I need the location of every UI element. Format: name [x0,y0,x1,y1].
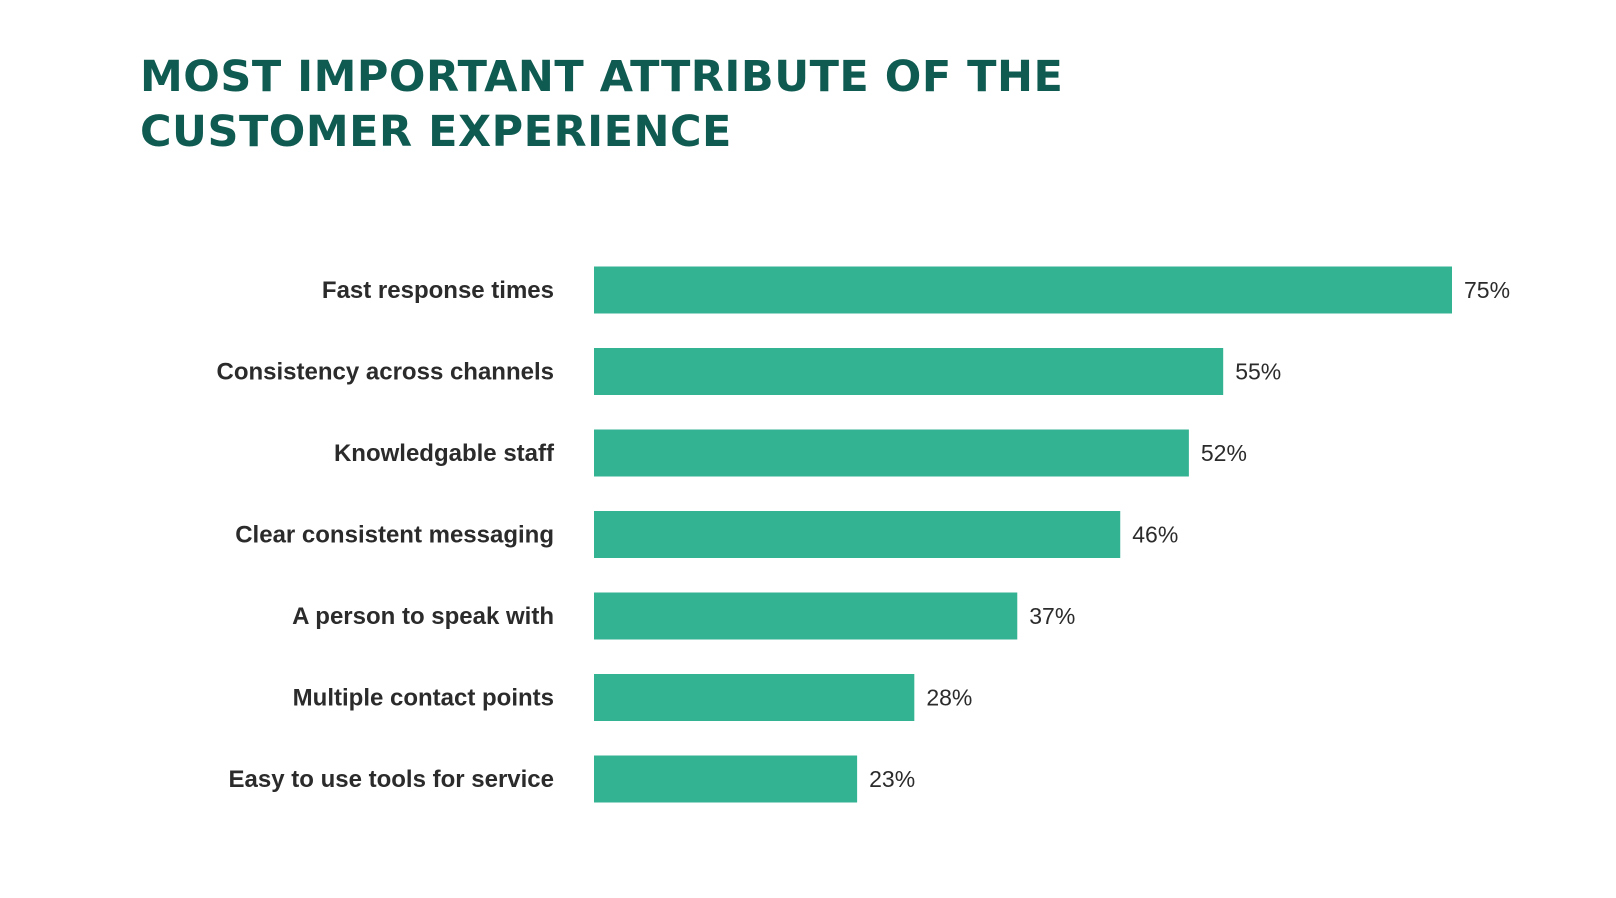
bar [594,348,1224,395]
value-label: 52% [1201,440,1247,466]
category-label: Multiple contact points [293,685,554,712]
category-label: Knowledgable staff [334,440,555,467]
value-label: 28% [926,685,972,711]
category-label: Easy to use tools for service [229,766,554,793]
bar [594,429,1189,477]
chart-title-line-1: MOST IMPORTANT ATTRIBUTE OF THE [140,52,1064,102]
category-label: Clear consistent messaging [235,522,554,549]
bar [594,674,915,721]
bar [594,266,1452,314]
value-label: 37% [1029,603,1075,629]
bar [594,755,858,803]
chart-title: MOST IMPORTANT ATTRIBUTE OF THE CUSTOMER… [140,50,1140,160]
bar [594,511,1121,558]
category-label: Consistency across channels [217,359,554,386]
chart-title-line-2: CUSTOMER EXPERIENCE [140,107,732,157]
value-label: 23% [869,766,915,792]
value-label: 75% [1464,277,1510,303]
bar [594,592,1018,640]
value-label: 55% [1235,359,1281,385]
category-label: Fast response times [322,277,554,304]
value-label: 46% [1132,522,1178,548]
category-label: A person to speak with [292,603,554,630]
